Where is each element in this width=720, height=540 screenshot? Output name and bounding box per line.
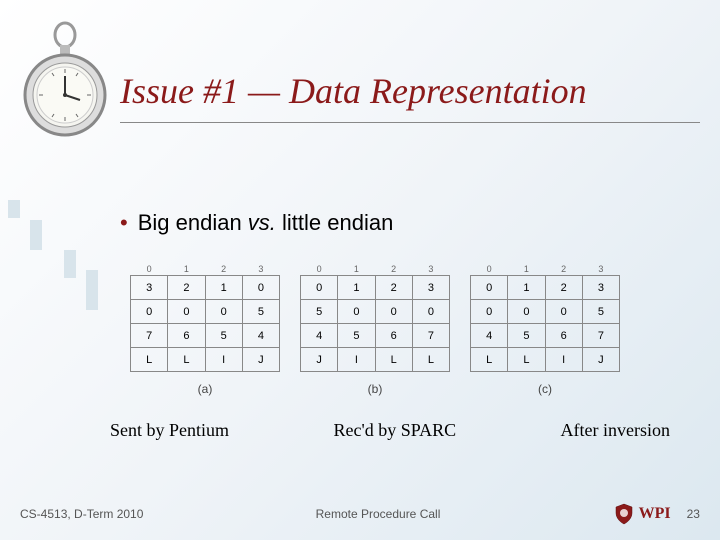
decorative-bars	[0, 200, 120, 320]
footer-center: Remote Procedure Call	[316, 507, 441, 521]
grid-c: 00 11 22 33 0 0 0 5 4 5 6 7 L L I J	[470, 275, 620, 395]
cell: 4	[301, 324, 338, 348]
cell: 5	[205, 324, 242, 348]
cell: 1	[353, 282, 359, 294]
slide-title: Issue #1 — Data Representation	[120, 70, 700, 123]
cell: 5	[508, 324, 545, 348]
grid-label-a: (a)	[130, 382, 280, 396]
idx-cell: 2	[561, 264, 566, 274]
caption-a: Sent by Pentium	[110, 420, 229, 441]
bullet-vs: vs.	[248, 210, 276, 235]
cell: 4	[242, 324, 279, 348]
idx-cell: 3	[428, 264, 433, 274]
idx-cell: 3	[258, 264, 263, 274]
cell: 0	[205, 300, 242, 324]
slide-footer: CS-4513, D-Term 2010 Remote Procedure Ca…	[20, 503, 700, 525]
idx-cell: 2	[221, 264, 226, 274]
cell: L	[375, 348, 412, 372]
grid-label-b: (b)	[300, 382, 450, 396]
wpi-text: WPI	[639, 505, 671, 523]
grid-a: 03 12 21 30 0 0 0 5 7 6 5 4 L L I J	[130, 275, 280, 395]
cell: 5	[582, 300, 619, 324]
bullet-text-2: little endian	[276, 210, 393, 235]
cell: 0	[508, 300, 545, 324]
cell: 2	[183, 282, 189, 294]
cell: 0	[545, 300, 582, 324]
idx-cell: 0	[317, 264, 322, 274]
cell: I	[338, 348, 375, 372]
grid-b: 00 11 22 33 5 0 0 0 4 5 6 7 J I L L	[300, 275, 450, 395]
caption-b: Rec'd by SPARC	[333, 420, 456, 441]
cell: L	[131, 348, 168, 372]
cell: 5	[242, 300, 279, 324]
cell: 7	[131, 324, 168, 348]
cell: I	[545, 348, 582, 372]
idx-cell: 0	[147, 264, 152, 274]
cell: 3	[146, 282, 152, 294]
page-number: 23	[687, 507, 700, 521]
wpi-logo: WPI 23	[613, 503, 700, 525]
endian-diagrams: 0 3 1 2 2 1 3 0 0 0 0 5 7 6 5 4 L L I J	[130, 275, 620, 395]
cell: 7	[412, 324, 449, 348]
cell: L	[412, 348, 449, 372]
idx-cell: 1	[524, 264, 529, 274]
cell: 6	[545, 324, 582, 348]
idx-cell: 1	[354, 264, 359, 274]
cell: 0	[471, 300, 508, 324]
cell: 5	[338, 324, 375, 348]
cell: 2	[561, 282, 567, 294]
cell: 0	[338, 300, 375, 324]
cell: 0	[486, 282, 492, 294]
caption-c: After inversion	[561, 420, 670, 441]
idx-cell: 0	[487, 264, 492, 274]
cell: 5	[301, 300, 338, 324]
cell: J	[301, 348, 338, 372]
idx-cell: 3	[598, 264, 603, 274]
bullet-point: • Big endian vs. little endian	[120, 210, 393, 236]
footer-left: CS-4513, D-Term 2010	[20, 507, 143, 521]
cell: 2	[391, 282, 397, 294]
cell: 0	[168, 300, 205, 324]
cell: L	[508, 348, 545, 372]
cell: I	[205, 348, 242, 372]
cell: J	[582, 348, 619, 372]
cell: 3	[598, 282, 604, 294]
cell: 0	[316, 282, 322, 294]
bullet-dot: •	[120, 210, 128, 235]
diagram-captions: Sent by Pentium Rec'd by SPARC After inv…	[110, 420, 670, 441]
cell: L	[471, 348, 508, 372]
cell: J	[242, 348, 279, 372]
cell: 6	[168, 324, 205, 348]
cell: 0	[131, 300, 168, 324]
bullet-text-1: Big endian	[138, 210, 248, 235]
idx-cell: 2	[391, 264, 396, 274]
cell: 7	[582, 324, 619, 348]
cell: 0	[412, 300, 449, 324]
cell: 6	[375, 324, 412, 348]
cell: 1	[523, 282, 529, 294]
grid-label-c: (c)	[470, 382, 620, 396]
pocket-watch-icon	[20, 20, 110, 140]
cell: 3	[428, 282, 434, 294]
cell: 0	[258, 282, 264, 294]
cell: 1	[221, 282, 227, 294]
idx-cell: 1	[184, 264, 189, 274]
cell: L	[168, 348, 205, 372]
cell: 0	[375, 300, 412, 324]
cell: 4	[471, 324, 508, 348]
